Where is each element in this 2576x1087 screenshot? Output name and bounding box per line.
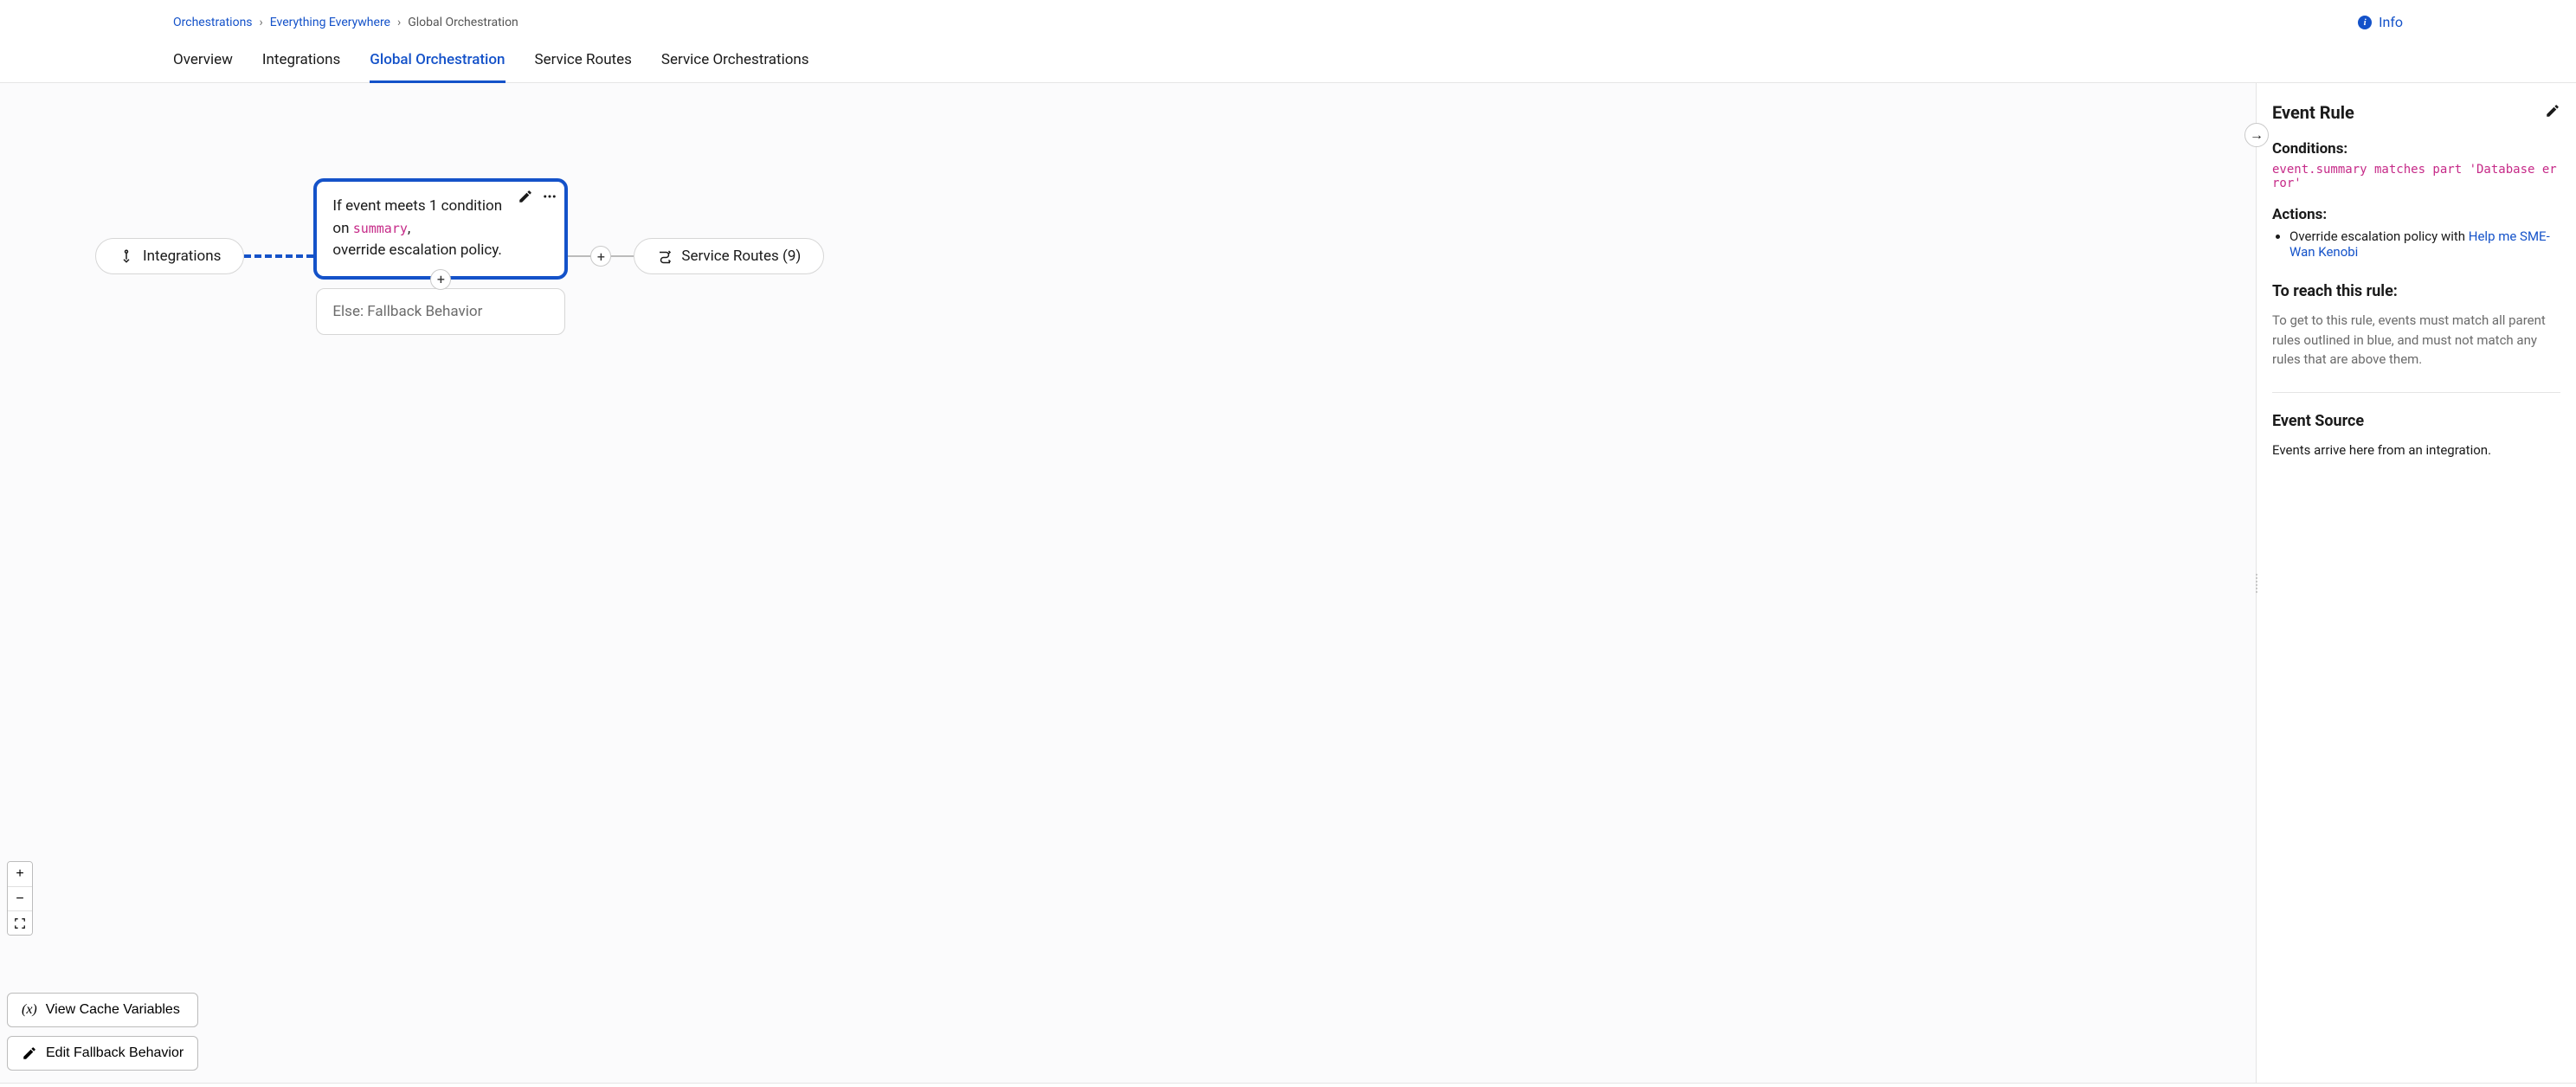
canvas[interactable]: Integrations If event meets 1 condition bbox=[0, 83, 2256, 1083]
panel-divider bbox=[2272, 392, 2560, 393]
rule-card[interactable]: If event meets 1 condition on summary, o… bbox=[313, 178, 568, 280]
tabs: Overview Integrations Global Orchestrati… bbox=[0, 35, 2576, 83]
pencil-icon bbox=[2545, 103, 2560, 119]
zoom-controls: + − bbox=[7, 861, 33, 936]
variable-icon: (x) bbox=[22, 1002, 37, 1018]
reach-text: To get to this rule, events must match a… bbox=[2272, 311, 2560, 370]
breadcrumb-orchestrations[interactable]: Orchestrations bbox=[173, 16, 253, 29]
panel-edit-button[interactable] bbox=[2545, 103, 2560, 122]
rule-more-icon[interactable] bbox=[542, 189, 557, 210]
source-heading: Event Source bbox=[2272, 412, 2560, 430]
zoom-out-button[interactable]: − bbox=[8, 886, 32, 910]
pencil-icon bbox=[22, 1045, 37, 1061]
integrations-icon bbox=[119, 248, 134, 264]
rule-line3: override escalation policy. bbox=[332, 240, 549, 262]
panel-collapse-button[interactable]: → bbox=[2244, 123, 2269, 147]
rule-stack: If event meets 1 condition on summary, o… bbox=[313, 178, 568, 335]
add-rule-below-button[interactable]: + bbox=[430, 269, 451, 290]
reach-heading: To reach this rule: bbox=[2272, 282, 2560, 300]
info-icon: i bbox=[2358, 16, 2372, 29]
fullscreen-icon bbox=[14, 917, 26, 929]
side-panel: → Event Rule Conditions: event.summary m… bbox=[2256, 83, 2576, 1083]
edit-fallback-button[interactable]: Edit Fallback Behavior bbox=[7, 1036, 198, 1071]
service-routes-node[interactable]: Service Routes (9) bbox=[634, 238, 824, 274]
main: Integrations If event meets 1 condition bbox=[0, 83, 2576, 1084]
integrations-label: Integrations bbox=[143, 248, 221, 265]
header: Orchestrations › Everything Everywhere ›… bbox=[0, 0, 2576, 83]
conditions-heading: Conditions: bbox=[2272, 140, 2560, 158]
bottom-left-buttons: (x) View Cache Variables Edit Fallback B… bbox=[7, 993, 198, 1071]
connector-solid bbox=[568, 255, 590, 257]
actions-list: Override escalation policy with Help me … bbox=[2272, 228, 2560, 260]
actions-heading: Actions: bbox=[2272, 206, 2560, 223]
info-label: Info bbox=[2379, 14, 2403, 30]
view-cache-label: View Cache Variables bbox=[46, 1002, 180, 1018]
breadcrumb-everything[interactable]: Everything Everywhere bbox=[270, 16, 390, 29]
connector-solid bbox=[611, 255, 634, 257]
breadcrumb-current: Global Orchestration bbox=[408, 16, 518, 29]
edit-fallback-label: Edit Fallback Behavior bbox=[46, 1045, 184, 1061]
rule-summary-code: summary bbox=[353, 221, 408, 236]
view-cache-variables-button[interactable]: (x) View Cache Variables bbox=[7, 993, 198, 1027]
tab-overview[interactable]: Overview bbox=[173, 51, 233, 83]
panel-resize-handle[interactable] bbox=[2253, 566, 2260, 601]
rule-line2: on summary, bbox=[332, 218, 549, 241]
action-item: Override escalation policy with Help me … bbox=[2289, 228, 2560, 260]
flow: Integrations If event meets 1 condition bbox=[95, 178, 824, 335]
action-text: Override escalation policy with bbox=[2289, 228, 2469, 244]
routes-icon bbox=[657, 248, 673, 264]
connector-dashed bbox=[244, 254, 313, 258]
breadcrumb-sep: › bbox=[260, 16, 263, 29]
panel-title: Event Rule bbox=[2272, 102, 2354, 123]
else-card[interactable]: Else: Fallback Behavior bbox=[316, 288, 565, 335]
source-text: Events arrive here from an integration. bbox=[2272, 442, 2560, 458]
breadcrumb: Orchestrations › Everything Everywhere ›… bbox=[173, 16, 518, 29]
zoom-fit-button[interactable] bbox=[8, 910, 32, 935]
condition-code: event.summary matches part 'Database err… bbox=[2272, 163, 2560, 190]
tab-service-orchestrations[interactable]: Service Orchestrations bbox=[661, 51, 809, 83]
routes-label: Service Routes (9) bbox=[681, 248, 801, 265]
tab-service-routes[interactable]: Service Routes bbox=[535, 51, 632, 83]
tab-global-orchestration[interactable]: Global Orchestration bbox=[370, 51, 505, 83]
info-link[interactable]: i Info bbox=[2358, 14, 2403, 30]
breadcrumb-row: Orchestrations › Everything Everywhere ›… bbox=[0, 9, 2576, 35]
zoom-in-button[interactable]: + bbox=[8, 862, 32, 886]
integrations-node[interactable]: Integrations bbox=[95, 238, 244, 274]
rule-line1: If event meets 1 condition bbox=[332, 196, 549, 218]
add-branch-button[interactable]: + bbox=[590, 246, 611, 267]
breadcrumb-sep: › bbox=[397, 16, 401, 29]
rule-line2-pre: on bbox=[332, 220, 352, 237]
rule-line2-post: , bbox=[408, 220, 410, 237]
edit-rule-icon[interactable] bbox=[518, 189, 533, 210]
tab-integrations[interactable]: Integrations bbox=[262, 51, 340, 83]
